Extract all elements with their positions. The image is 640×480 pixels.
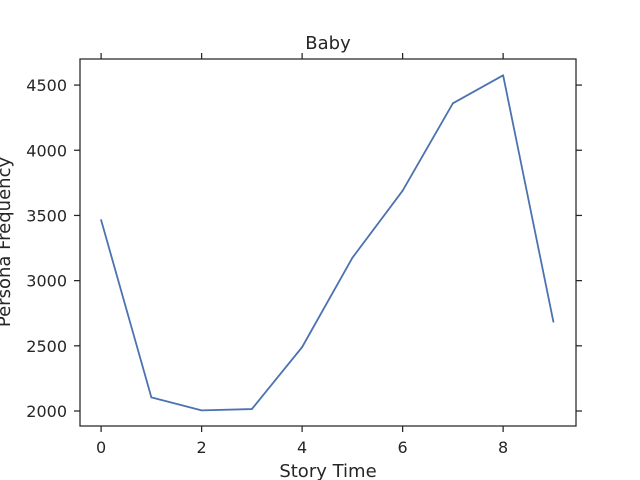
data-point: [401, 189, 404, 192]
x-axis-label: Story Time: [279, 461, 376, 480]
data-point: [502, 74, 505, 77]
data-point: [150, 396, 153, 399]
plot-area-frame: [79, 58, 577, 427]
y-axis-label: Persona Frequency: [0, 157, 15, 328]
x-tick-label: 0: [96, 438, 106, 457]
data-point: [552, 320, 555, 323]
data-point: [200, 409, 203, 412]
data-point: [100, 219, 103, 221]
data-point: [250, 408, 253, 410]
axis-ticks: 0 2 4 6 8 2000 2500 3000 3500 4000 4500: [26, 53, 582, 457]
data-point: [301, 346, 304, 349]
x-tick-label: 8: [498, 438, 508, 457]
x-tick-label: 6: [398, 438, 408, 457]
y-tick-label: 2000: [26, 402, 67, 421]
series-line: [100, 74, 555, 412]
chart-title: Baby: [305, 33, 351, 54]
y-tick-label: 3500: [26, 206, 67, 225]
data-point: [451, 102, 454, 105]
y-tick-label: 4000: [26, 141, 67, 160]
x-tick-label: 4: [297, 438, 307, 457]
y-tick-label: 2500: [26, 337, 67, 356]
x-tick-label: 2: [197, 438, 207, 457]
y-tick-label: 3000: [26, 272, 67, 291]
y-tick-label: 4500: [26, 76, 67, 95]
data-point: [351, 256, 354, 259]
series-layer: [100, 74, 555, 412]
